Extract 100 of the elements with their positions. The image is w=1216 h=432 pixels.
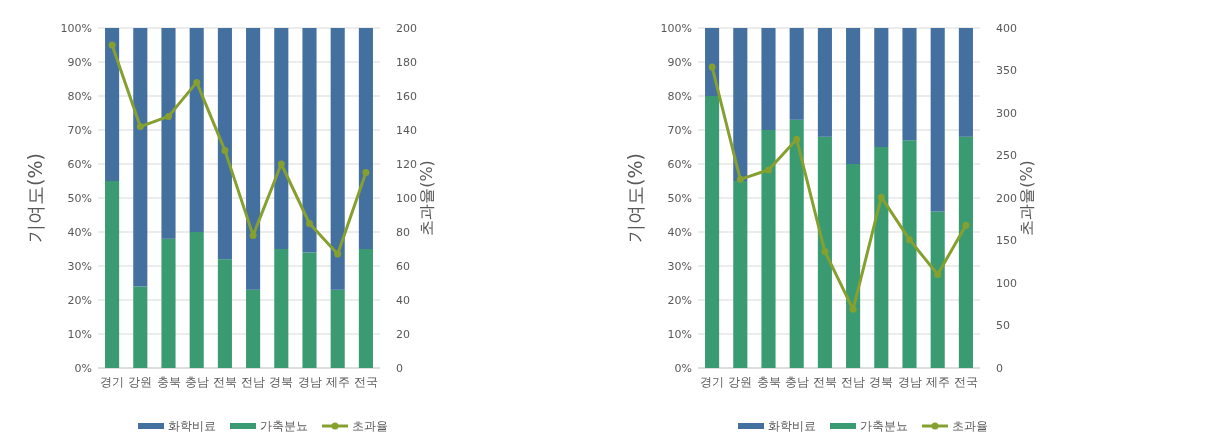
y-tick-label: 70% [67, 123, 92, 137]
y-tick-label: 10% [667, 327, 692, 341]
bar [358, 249, 373, 368]
point [193, 78, 201, 86]
bar [902, 28, 917, 141]
bar [302, 28, 317, 253]
y2-tick-label: 60 [396, 259, 410, 273]
bar [105, 28, 120, 181]
y-axis-title: 기여도(%) [24, 153, 46, 243]
bar [846, 164, 861, 368]
bar [189, 28, 204, 232]
bar [846, 28, 861, 164]
y-tick-label: 30% [667, 259, 692, 273]
bar [330, 28, 345, 290]
bar [217, 28, 232, 260]
y2-tick-label: 40 [396, 293, 410, 307]
point [306, 220, 313, 227]
x-tick-label: 경남 [897, 375, 922, 389]
bar [761, 130, 776, 368]
bar [330, 289, 345, 368]
point [108, 41, 116, 49]
y2-tick-label: 180 [396, 55, 417, 69]
x-tick-label: 전북 [212, 375, 237, 389]
y2-tick-label: 20 [396, 327, 410, 341]
y-tick-label: 80% [67, 89, 92, 103]
bar [817, 136, 832, 368]
y-tick-label: 90% [667, 55, 692, 69]
y-tick-label: 20% [667, 293, 692, 307]
point [877, 193, 885, 201]
y-tick-label: 70% [667, 123, 692, 137]
bar [789, 119, 804, 368]
y2-tick-label: 80 [396, 225, 410, 239]
y-tick-label: 10% [67, 327, 92, 341]
y2-tick-label: 400 [996, 21, 1017, 35]
y2-tick-label: 50 [996, 319, 1010, 333]
y2-tick-label: 350 [996, 64, 1017, 78]
x-tick-label: 전남 [241, 375, 266, 389]
bar [274, 28, 289, 249]
legend-label: 가축분뇨 [260, 419, 308, 432]
bar [733, 28, 748, 181]
bar [930, 28, 945, 212]
x-tick-label: 경북 [269, 375, 294, 389]
bar [958, 136, 973, 368]
y-tick-label: 60% [667, 157, 692, 171]
y-tick-label: 30% [67, 259, 92, 273]
bar [302, 252, 317, 368]
bar [133, 286, 148, 368]
legend-label: 초과율 [952, 419, 988, 432]
bar [817, 28, 832, 137]
point [849, 305, 857, 313]
y-tick-label: 60% [67, 157, 92, 171]
y2-tick-label: 0 [396, 361, 403, 375]
bar [189, 232, 204, 368]
bar [274, 249, 289, 368]
legend-label: 초과율 [352, 419, 388, 432]
y-tick-label: 50% [67, 191, 92, 205]
y2-tick-label: 140 [396, 123, 417, 137]
x-tick-label: 전국 [953, 375, 978, 389]
legend-label: 가축분뇨 [860, 419, 908, 432]
bar [930, 211, 945, 368]
x-tick-label: 강원 [128, 375, 153, 389]
bar [105, 181, 120, 368]
x-tick-label: 경기 [700, 375, 725, 389]
bar [958, 28, 973, 137]
x-tick-label: 강원 [728, 375, 753, 389]
x-tick-label: 충남 [184, 375, 209, 389]
y-tick-label: 0% [674, 361, 692, 375]
point [136, 123, 144, 131]
point [934, 271, 942, 278]
bar [217, 259, 232, 368]
y-tick-label: 80% [667, 89, 692, 103]
bar [733, 181, 748, 368]
x-tick-label: 제주 [325, 375, 350, 389]
point [221, 146, 229, 154]
x-tick-label: 경북 [869, 375, 894, 389]
bar [789, 28, 804, 120]
point [334, 250, 342, 258]
y2-axis-title: 초과율(%) [1017, 160, 1036, 236]
x-tick-label: 경기 [100, 375, 125, 389]
y2-tick-label: 120 [396, 157, 417, 171]
point [765, 166, 772, 174]
y2-tick-label: 300 [996, 106, 1017, 120]
y2-tick-label: 150 [996, 234, 1017, 248]
y2-tick-label: 200 [396, 21, 417, 35]
x-tick-label: 제주 [925, 375, 950, 389]
point [165, 112, 172, 120]
x-tick-label: 전북 [812, 375, 837, 389]
bar [161, 238, 176, 368]
x-tick-label: 전남 [841, 375, 866, 389]
bar [705, 96, 720, 368]
y-axis-title: 기여도(%) [624, 153, 646, 243]
point [736, 175, 744, 183]
point [962, 221, 970, 229]
x-tick-label: 전국 [353, 375, 378, 389]
y-tick-label: 40% [667, 225, 692, 239]
legend-label: 화학비료 [168, 419, 216, 432]
y2-tick-label: 100 [996, 276, 1017, 290]
point [708, 63, 716, 71]
point [249, 231, 257, 239]
y2-tick-label: 250 [996, 149, 1017, 163]
